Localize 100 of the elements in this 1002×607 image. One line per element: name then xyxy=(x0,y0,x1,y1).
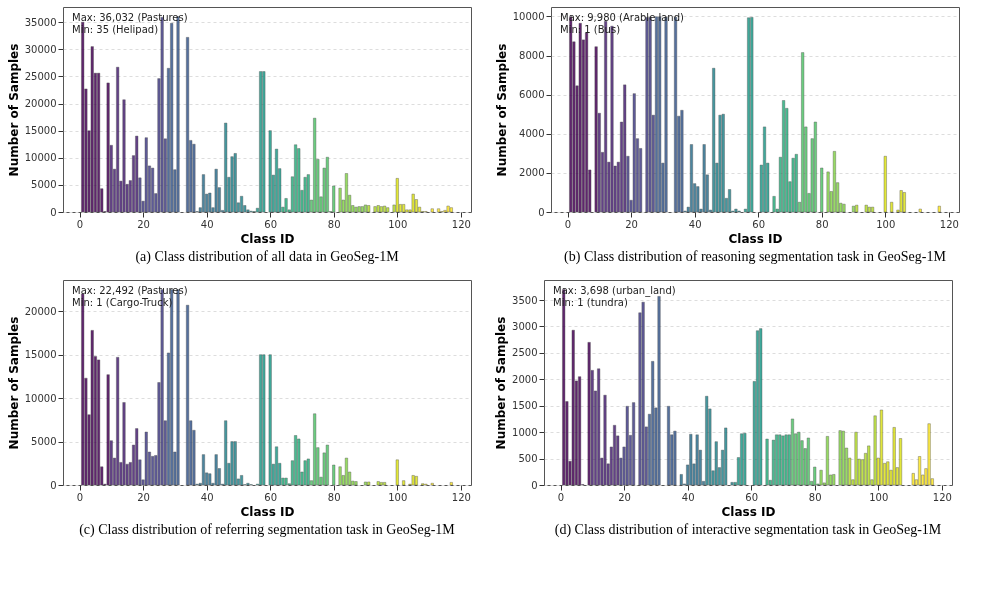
bar xyxy=(414,476,418,486)
x-tick-label: 60 xyxy=(264,491,278,503)
y-tick-label: 1000 xyxy=(512,426,538,438)
y-tick-label: 4000 xyxy=(519,128,545,140)
bar xyxy=(797,431,801,486)
x-tick-label: 40 xyxy=(200,218,214,230)
bar xyxy=(651,361,655,486)
x-tick-label: 40 xyxy=(681,491,695,503)
bar xyxy=(641,301,645,486)
bar xyxy=(449,207,453,213)
bar xyxy=(411,193,415,213)
x-tick-label: 100 xyxy=(388,491,408,503)
bar xyxy=(705,396,709,486)
y-tick-label: 35000 xyxy=(24,16,57,28)
x-tick-label: 80 xyxy=(808,491,822,503)
bar xyxy=(728,189,732,213)
bar xyxy=(806,437,810,486)
bar xyxy=(759,328,763,486)
bar xyxy=(867,206,871,213)
bar xyxy=(724,427,728,486)
bar xyxy=(116,357,120,486)
y-tick-label: 2000 xyxy=(512,373,538,385)
bar xyxy=(740,433,744,486)
bar xyxy=(376,205,380,213)
bar xyxy=(587,342,591,486)
bar xyxy=(230,156,234,213)
bar xyxy=(782,100,786,213)
bar xyxy=(918,208,922,213)
bar xyxy=(364,481,367,486)
bar xyxy=(879,409,883,486)
bar xyxy=(657,296,661,486)
bar xyxy=(819,470,823,486)
bar xyxy=(673,430,677,486)
bar xyxy=(747,17,751,213)
bar xyxy=(890,202,894,213)
bar xyxy=(186,304,190,486)
bar xyxy=(259,354,263,486)
bar xyxy=(325,444,329,486)
bar xyxy=(230,441,234,486)
bar xyxy=(603,394,607,486)
bar xyxy=(224,420,228,486)
y-tick-label: 20000 xyxy=(24,98,57,110)
bar xyxy=(763,126,766,213)
x-tick-label: 40 xyxy=(200,491,214,503)
bar xyxy=(927,423,931,486)
bar xyxy=(911,473,915,486)
x-tick-label: 60 xyxy=(745,491,759,503)
text: (b) Class distribution of reasoning segmentation task in GeoSeg-1M xyxy=(564,249,947,265)
x-tick-label: 20 xyxy=(625,218,638,230)
bar xyxy=(376,481,380,486)
x-tick-label: 40 xyxy=(688,218,702,230)
bar xyxy=(344,173,348,213)
bar xyxy=(864,204,868,213)
bar xyxy=(597,368,601,486)
bar xyxy=(306,174,310,213)
y-tick-label: 0 xyxy=(531,479,538,491)
bar xyxy=(937,205,941,213)
bar xyxy=(284,477,288,486)
bar xyxy=(313,413,317,486)
bar xyxy=(784,434,788,486)
x-tick-label: 120 xyxy=(451,218,471,230)
y-tick-label: 0 xyxy=(50,206,57,218)
bar xyxy=(90,330,94,486)
y-tick-label: 0 xyxy=(50,479,57,491)
x-axis-title: Class ID xyxy=(721,504,776,519)
x-tick-label: 0 xyxy=(564,218,572,230)
text: (d) Class distribution of interactive segmentation task in GeoSeg-1M xyxy=(554,522,942,538)
y-tick-label: 500 xyxy=(518,453,538,465)
x-tick-label: 20 xyxy=(137,491,150,503)
bar xyxy=(201,454,205,486)
bar xyxy=(430,208,434,213)
bar xyxy=(379,482,383,486)
x-tick-label: 80 xyxy=(327,218,341,230)
x-tick-label: 0 xyxy=(557,491,565,503)
bar xyxy=(338,187,342,213)
bar xyxy=(613,425,617,486)
bar xyxy=(379,206,383,213)
bar xyxy=(446,205,450,213)
bar xyxy=(623,84,627,213)
bar xyxy=(402,204,406,213)
bar xyxy=(192,144,196,213)
bar xyxy=(170,23,174,213)
x-tick-label: 60 xyxy=(752,218,766,230)
bar xyxy=(97,359,101,486)
bar xyxy=(90,46,94,213)
y-tick-label: 10000 xyxy=(512,10,545,22)
y-tick-label: 10000 xyxy=(24,152,57,164)
bar xyxy=(313,117,317,213)
bar xyxy=(680,110,684,213)
bar xyxy=(791,418,794,486)
bar xyxy=(899,438,902,486)
y-tick-label: 8000 xyxy=(519,50,545,62)
bar xyxy=(791,158,795,213)
bar xyxy=(224,122,228,213)
bar xyxy=(294,435,298,486)
y-tick-label: 15000 xyxy=(24,125,57,137)
bar xyxy=(144,137,148,213)
bar xyxy=(655,16,658,213)
bar xyxy=(813,121,817,213)
bar xyxy=(756,330,759,486)
